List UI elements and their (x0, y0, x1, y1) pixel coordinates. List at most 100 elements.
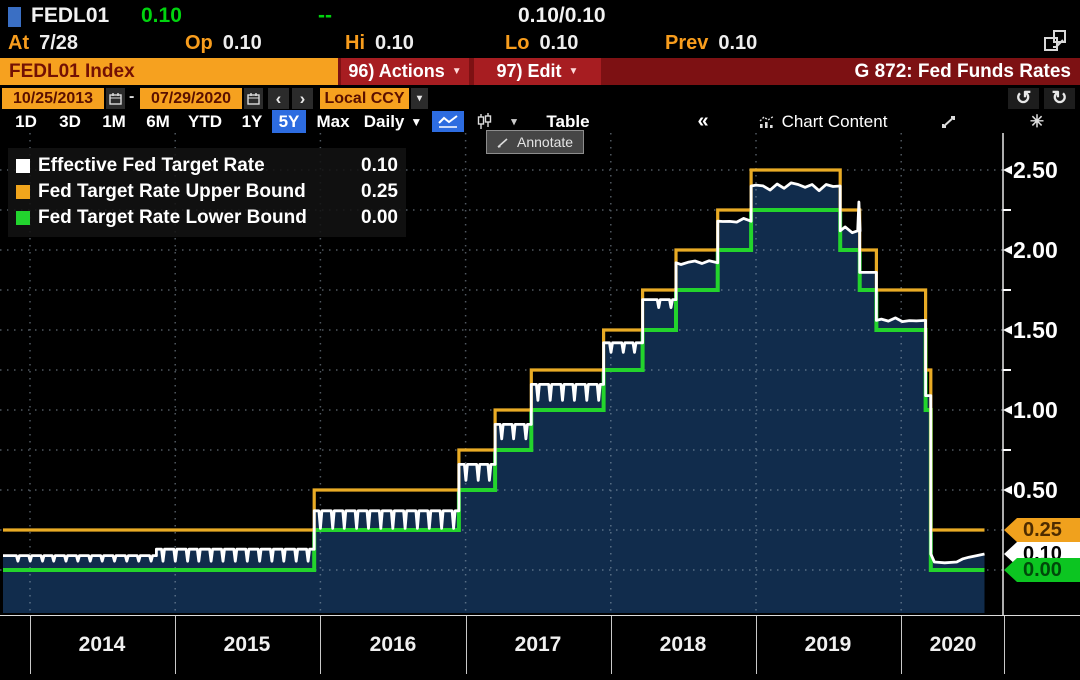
collapse-panel-icon[interactable]: « (697, 110, 709, 132)
ticker-symbol: FEDL01 (31, 4, 110, 27)
major-tick (1003, 485, 1012, 495)
quote-bar: FEDL01 0.10 -- 0.10/0.10 (0, 0, 1080, 51)
prev-period-button[interactable]: ‹ (268, 88, 289, 109)
gridlines (0, 133, 1003, 613)
legend-row-effective[interactable]: Effective Fed Target Rate 0.10 (16, 153, 398, 179)
field-value-open: 0.10 (222, 32, 262, 54)
undo-icon[interactable]: ↺ (1008, 88, 1039, 109)
year-label: 2019 (804, 633, 852, 656)
legend-swatch-green (16, 211, 30, 225)
y-axis-label: 1.00 (1013, 397, 1058, 423)
year-separator (175, 616, 176, 674)
redo-icon[interactable]: ↻ (1044, 88, 1075, 109)
legend-row-upper-bound[interactable]: Fed Target Rate Upper Bound 0.25 (16, 179, 398, 205)
major-tick (1003, 405, 1012, 415)
candlestick-chart-type-icon[interactable] (470, 111, 498, 132)
field-label-high: Hi (345, 32, 365, 54)
y-axis-label: 1.50 (1013, 317, 1058, 343)
field-label-prev: Prev (665, 32, 709, 54)
ticker-color-swatch-icon (8, 7, 21, 27)
pencil-icon (497, 137, 510, 148)
quote-fields-row: At 7/28 Op 0.10 Hi 0.10 Lo 0.10 Prev 0.1… (0, 32, 1040, 58)
major-tick (1003, 325, 1012, 335)
currency-dropdown-arrow-icon[interactable]: ▾ (411, 88, 428, 109)
chart-content-button[interactable]: Chart Content (748, 110, 898, 133)
year-separator (901, 616, 902, 674)
year-separator (611, 616, 612, 674)
effective-rate-line (3, 181, 985, 565)
x-axis: 2014 2015 2016 2017 2018 2019 2020 (0, 615, 1080, 680)
frequency-dropdown[interactable]: Daily ▼ (363, 111, 423, 131)
range-tab-max[interactable]: Max (316, 111, 350, 131)
year-label: 2016 (369, 633, 417, 656)
legend-swatch-amber (16, 185, 30, 199)
range-tab-3d[interactable]: 3D (59, 111, 81, 131)
chart-legend: Effective Fed Target Rate 0.10 Fed Targe… (8, 148, 406, 237)
calendar-icon[interactable] (244, 88, 263, 109)
command-bar: FEDL01 Index 96) Actions ▼ 97) Edit ▼ G 87… (0, 58, 1080, 85)
y-axis-label: 2.00 (1013, 237, 1058, 263)
field-label-at: At (8, 32, 30, 54)
function-title: G 872: Fed Funds Rates (854, 61, 1071, 82)
table-button[interactable]: Table (546, 111, 590, 131)
next-period-button[interactable]: › (292, 88, 313, 109)
line-chart-type-icon[interactable] (432, 111, 464, 132)
year-label: 2018 (659, 633, 707, 656)
chart-area: Effective Fed Target Rate 0.10 Fed Targe… (0, 130, 1080, 615)
last-price: 0.10 (141, 4, 182, 27)
major-tick (1003, 165, 1012, 175)
field-value-low: 0.10 (539, 32, 579, 54)
major-tick (1003, 245, 1012, 255)
y-axis-label: 0.50 (1013, 477, 1058, 503)
chart-toolbar: 1D 3D 1M 6M YTD 1Y 5Y Max Daily ▼ ▾ Table… (0, 110, 1080, 133)
range-tab-ytd[interactable]: YTD (188, 111, 222, 131)
year-separator (1004, 616, 1005, 674)
year-label: 2017 (514, 633, 562, 656)
year-label: 2014 (78, 633, 126, 656)
settings-gear-icon[interactable]: ✳ (1029, 111, 1045, 131)
chart-content-icon (759, 114, 776, 129)
chart-type-dropdown-arrow-icon[interactable]: ▾ (511, 116, 517, 128)
year-label: 2020 (929, 633, 977, 656)
annotate-button[interactable]: Annotate (486, 130, 585, 154)
year-separator (756, 616, 757, 674)
draw-tool-icon[interactable] (934, 111, 964, 132)
lower-bound-line (3, 208, 985, 572)
actions-menu-button[interactable]: 96) Actions ▼ (341, 58, 469, 85)
range-tab-1d[interactable]: 1D (15, 111, 37, 131)
date-range-separator: - (129, 88, 135, 105)
field-label-open: Op (185, 32, 213, 54)
edit-menu-button[interactable]: 97) Edit ▼ (474, 58, 601, 85)
calendar-icon[interactable] (106, 88, 125, 109)
last-value-badge: 0.25 (1004, 518, 1080, 542)
price-change: -- (318, 4, 332, 27)
upper-bound-line (3, 168, 985, 532)
last-value-badge: 0.00 (1004, 558, 1080, 582)
field-label-low: Lo (505, 32, 530, 54)
field-value-at: 7/28 (39, 32, 79, 54)
y-axis-label: 2.50 (1013, 157, 1058, 183)
caret-down-icon: ▼ (451, 66, 462, 77)
field-value-prev: 0.10 (718, 32, 758, 54)
field-value-high: 0.10 (375, 32, 414, 54)
end-date-input[interactable]: 07/29/2020 (140, 88, 242, 109)
range-tab-6m[interactable]: 6M (146, 111, 170, 131)
caret-down-icon: ▼ (410, 114, 423, 129)
currency-select[interactable]: Local CCY (320, 88, 409, 109)
bid-ask: 0.10/0.10 (518, 4, 606, 27)
year-separator (466, 616, 467, 674)
range-tab-1y[interactable]: 1Y (241, 111, 263, 131)
date-bar: 10/25/2013 - 07/29/2020 ‹ › Local CCY ▾ … (0, 86, 1080, 110)
security-field[interactable]: FEDL01 Index (0, 58, 338, 85)
start-date-input[interactable]: 10/25/2013 (2, 88, 104, 109)
legend-swatch-white (16, 159, 30, 173)
range-tab-5y-active[interactable]: 5Y (272, 110, 306, 133)
fed-funds-chart[interactable] (0, 133, 1080, 615)
popout-icon[interactable] (1042, 28, 1068, 54)
range-tab-1m[interactable]: 1M (102, 111, 126, 131)
area-fill (3, 182, 985, 613)
legend-row-lower-bound[interactable]: Fed Target Rate Lower Bound 0.00 (16, 205, 398, 231)
year-separator (320, 616, 321, 674)
caret-down-icon: ▼ (568, 66, 579, 77)
